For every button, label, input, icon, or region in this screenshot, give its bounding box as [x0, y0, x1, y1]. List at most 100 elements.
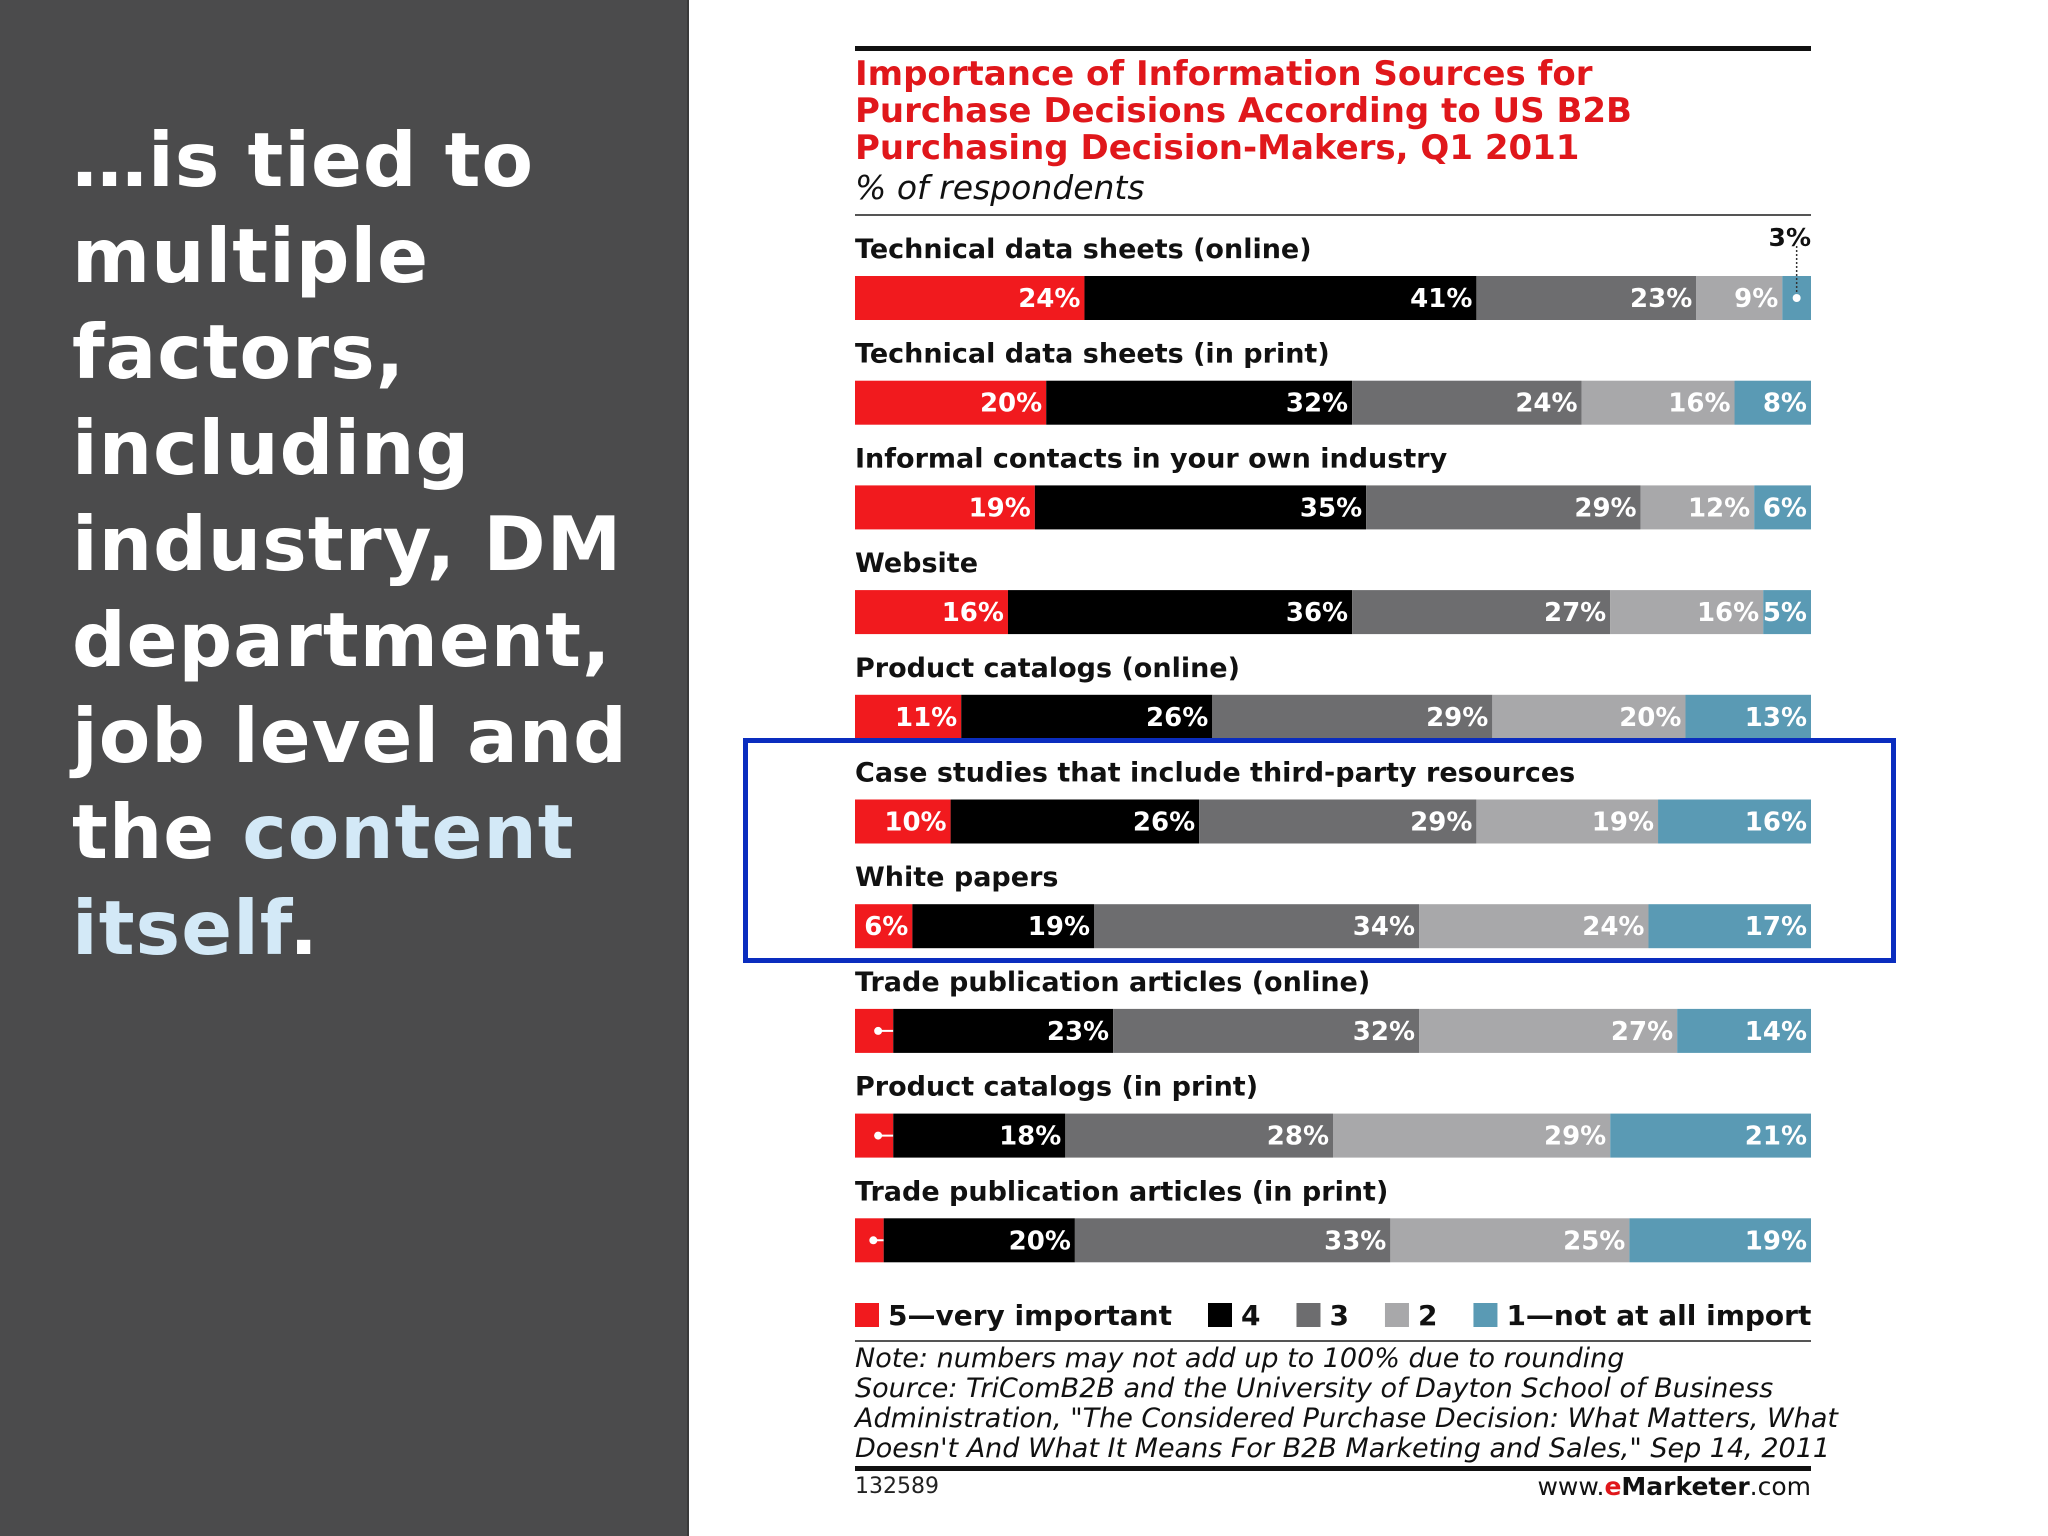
- bar-segment: [893, 1008, 1114, 1053]
- chart-panel: Importance of Information Sources for Pu…: [855, 46, 1838, 1526]
- data-label: 6%: [864, 912, 908, 942]
- data-label: 21%: [1745, 1122, 1807, 1152]
- bar-segment: [855, 799, 951, 844]
- chart-notes: Note: numbers may not add up to 100% due…: [855, 1343, 1838, 1464]
- title-rule: [855, 214, 1811, 216]
- bar-segment: [1763, 590, 1811, 635]
- bar-segment: [855, 485, 1035, 530]
- legend-label: 5—very important: [888, 1299, 1172, 1332]
- category-label: Trade publication articles (online): [855, 967, 1370, 998]
- bar-segment: [1094, 904, 1420, 949]
- bar-segment: [1199, 799, 1477, 844]
- data-label: 26%: [1146, 703, 1208, 733]
- data-label: 16%: [1668, 389, 1730, 419]
- bar-segment: [1610, 1113, 1811, 1158]
- category-label: Product catalogs (in print): [855, 1072, 1258, 1103]
- data-label: 5%: [1763, 598, 1807, 628]
- notes-rule: [855, 1340, 1811, 1342]
- data-label: 24%: [1018, 284, 1080, 314]
- bottom-rule: [855, 1466, 1811, 1471]
- headline-highlight-text: content itself: [72, 788, 575, 972]
- data-label: 23%: [1047, 1017, 1109, 1047]
- data-label: 27%: [1611, 1017, 1673, 1047]
- bar-segment: [1084, 276, 1477, 320]
- headline-end-text: .: [289, 884, 319, 972]
- bar-segment: [1352, 380, 1582, 425]
- data-label: 20%: [1009, 1226, 1071, 1256]
- data-label: 29%: [1574, 493, 1636, 523]
- category-label: White papers: [855, 862, 1058, 893]
- bar-segment: [883, 1218, 1075, 1263]
- data-label: 20%: [980, 389, 1042, 419]
- legend-label: 4: [1241, 1299, 1260, 1332]
- bar-segment: [1065, 1113, 1333, 1158]
- data-label: 41%: [1410, 284, 1472, 314]
- bar-segment: [1352, 590, 1611, 635]
- brand-name: Marketer: [1621, 1472, 1750, 1501]
- bar-segment: [1046, 380, 1353, 425]
- data-label: 25%: [1563, 1226, 1625, 1256]
- data-label: 23%: [1630, 284, 1692, 314]
- bar-segment: [1581, 380, 1735, 425]
- data-label: 6%: [1763, 493, 1807, 523]
- chart-id: 132589: [855, 1474, 939, 1499]
- data-label: 16%: [1745, 808, 1807, 838]
- bar-segment: [1419, 1008, 1678, 1053]
- bar-segment: [1734, 380, 1811, 425]
- data-label: 29%: [1426, 703, 1488, 733]
- data-label: 27%: [1544, 598, 1606, 628]
- data-label: 20%: [1619, 703, 1681, 733]
- data-label: 10%: [884, 808, 946, 838]
- data-label: 3%: [1769, 226, 1811, 252]
- data-label: 17%: [1745, 912, 1807, 942]
- bar-segment: [912, 904, 1094, 949]
- legend-swatch: [1208, 1303, 1232, 1327]
- data-label: 11%: [895, 703, 957, 733]
- source-line: Administration, "The Considered Purchase…: [855, 1403, 1838, 1434]
- bar-segment: [1390, 1218, 1630, 1263]
- data-label: 8%: [1763, 389, 1807, 419]
- chart-subtitle: % of respondents: [855, 168, 1145, 207]
- data-label: 32%: [1286, 389, 1348, 419]
- bar-segment: [1658, 799, 1811, 844]
- headline-main-text: …is tied to multiple factors, including …: [72, 116, 628, 876]
- legend-label: 1—not at all important: [1506, 1299, 1811, 1332]
- data-label: 32%: [1353, 1017, 1415, 1047]
- highlight-box: [743, 738, 1896, 963]
- bar-segment: [1640, 485, 1755, 530]
- bar-segment: [893, 1113, 1066, 1158]
- slide-headline: …is tied to multiple factors, including …: [72, 112, 672, 976]
- emarketer-brand[interactable]: www.eMarketer.com: [1537, 1472, 1811, 1501]
- source-line: Doesn't And What It Means For B2B Market…: [855, 1433, 1831, 1464]
- top-rule: [855, 46, 1811, 51]
- bar-segment: [1629, 1218, 1811, 1263]
- data-label: 18%: [999, 1122, 1061, 1152]
- bar-segment: [961, 694, 1213, 739]
- data-label: 12%: [1688, 493, 1750, 523]
- category-label: Website: [855, 548, 978, 579]
- data-label: 28%: [1267, 1122, 1329, 1152]
- data-label: 29%: [1410, 808, 1472, 838]
- legend-swatch: [1473, 1303, 1498, 1327]
- data-label: 19%: [1592, 808, 1654, 838]
- note-line: Note: numbers may not add up to 100% due…: [855, 1343, 1625, 1374]
- bar-segment: [1333, 1113, 1611, 1158]
- bar-segment: [1366, 485, 1641, 530]
- data-label: 26%: [1133, 808, 1195, 838]
- brand-suffix: .com: [1749, 1472, 1811, 1501]
- bar-segment: [1113, 1008, 1420, 1053]
- bar-segment: [1648, 904, 1811, 949]
- left-panel: …is tied to multiple factors, including …: [0, 0, 689, 1536]
- leader-dot: [1792, 294, 1801, 302]
- data-label: 13%: [1745, 703, 1807, 733]
- chart-title: Importance of Information Sources for Pu…: [855, 54, 1632, 168]
- category-label: Product catalogs (online): [855, 653, 1240, 684]
- brand-e: e: [1604, 1472, 1622, 1501]
- data-label: 29%: [1544, 1122, 1606, 1152]
- bar-segment: [1492, 694, 1686, 739]
- brand-prefix: www.: [1537, 1472, 1605, 1501]
- category-label: Technical data sheets (online): [855, 234, 1312, 265]
- bar-segment: [855, 904, 913, 949]
- bar-segment: [950, 799, 1200, 844]
- data-label: 19%: [1745, 1226, 1807, 1256]
